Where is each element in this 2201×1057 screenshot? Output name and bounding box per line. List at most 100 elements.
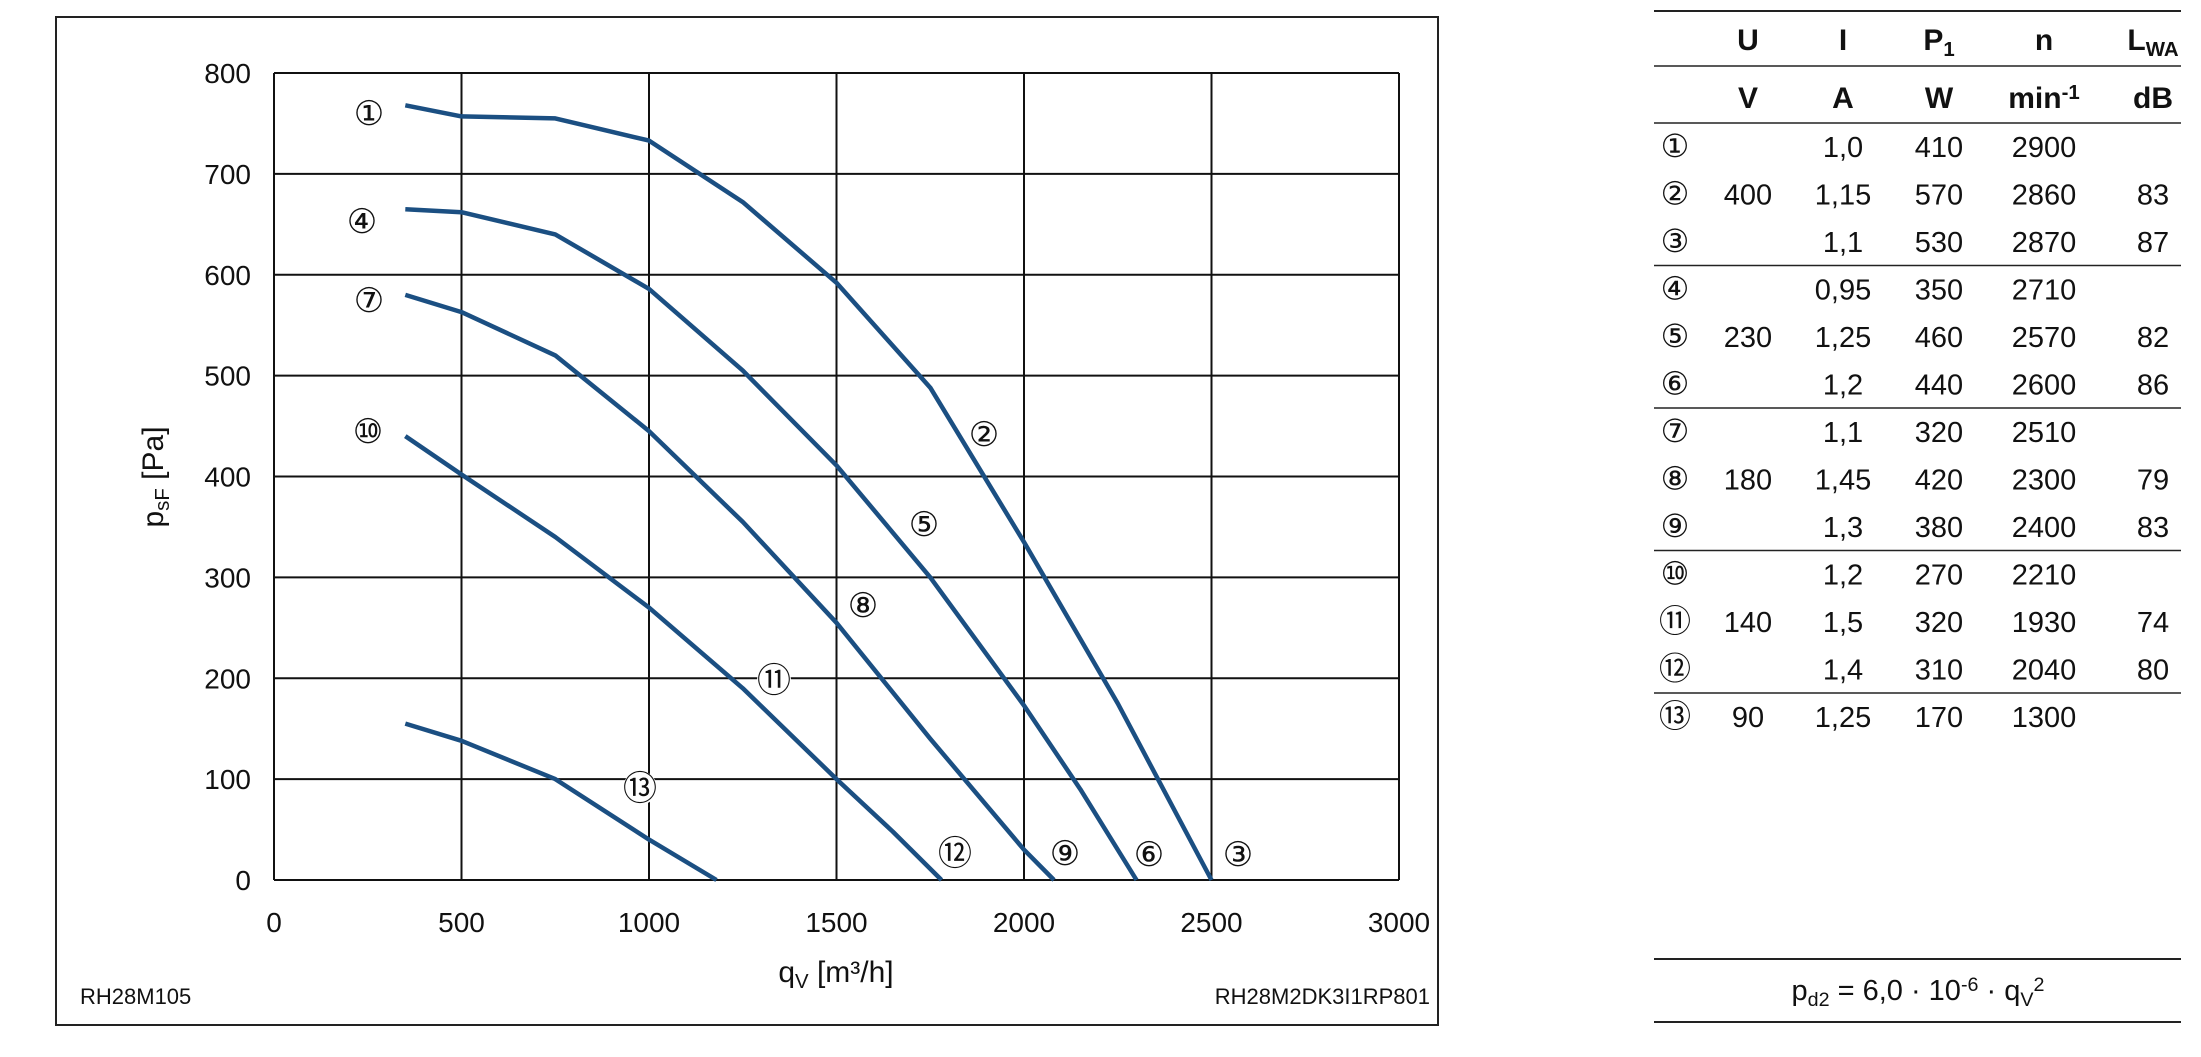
cell: 1,2 [1823, 369, 1863, 401]
cell: 1,3 [1823, 512, 1863, 544]
text-part: WA [2146, 39, 2179, 61]
curve [405, 206, 1139, 882]
text-part: dB [2133, 82, 2173, 115]
x-tick-label: 2000 [993, 907, 1055, 938]
text-part: -1 [2062, 82, 2080, 104]
cell: 380 [1915, 512, 1963, 544]
cell: 1,45 [1815, 464, 1871, 496]
cell: 2570 [2012, 322, 2077, 354]
cell: 1,25 [1815, 322, 1871, 354]
right-note: RH28M2DK3I1RP801 [1215, 984, 1430, 1009]
curve-label: ② [969, 415, 999, 455]
cell: 1,2 [1823, 559, 1863, 591]
text-part: -6 [1961, 974, 1979, 996]
cell: 2710 [2012, 274, 2077, 306]
cell: 74 [2137, 607, 2169, 639]
row-label: ⑫ [1659, 649, 1691, 687]
column-header: n [2035, 24, 2053, 57]
curve-label: ③ [1223, 835, 1253, 875]
y-tick-label: 0 [235, 865, 251, 896]
annotation-bg [352, 96, 386, 130]
text-part: p [137, 511, 170, 528]
curve-label: ① [354, 94, 384, 134]
cell: 1,25 [1815, 702, 1871, 734]
cell: 0,95 [1815, 274, 1871, 306]
text-part: W [1925, 82, 1954, 115]
x-tick-label: 1000 [618, 907, 680, 938]
curve-label: ⑥ [1134, 835, 1164, 875]
row-label: ⑦ [1661, 412, 1690, 450]
cell: 570 [1915, 179, 1963, 211]
x-tick-label: 0 [266, 907, 282, 938]
row-label: ⑪ [1659, 602, 1691, 640]
column-header: P1 [1923, 24, 1954, 61]
y-tick-label: 500 [204, 361, 251, 392]
annotation-bg [1132, 837, 1166, 871]
cell: 2600 [2012, 369, 2077, 401]
cell: 86 [2137, 369, 2169, 401]
x-tick-label: 3000 [1368, 907, 1430, 938]
curve-label: ⑩ [353, 412, 383, 452]
row-label: ⑨ [1661, 507, 1690, 545]
cell: 2870 [2012, 227, 2077, 259]
text-part: min [2008, 82, 2061, 115]
curve [404, 103, 1214, 882]
chart-frame [55, 16, 1439, 1026]
column-unit: A [1832, 82, 1854, 115]
curve-label: ⑪ [757, 661, 791, 701]
row-label: ④ [1661, 269, 1690, 307]
cell: 1,5 [1823, 607, 1863, 639]
text-part: n [2035, 24, 2053, 57]
curve-label: ⑧ [848, 586, 878, 626]
x-tick-label: 2500 [1180, 907, 1242, 938]
cell: 420 [1915, 464, 1963, 496]
x-tick-label: 500 [438, 907, 485, 938]
column-unit: W [1925, 82, 1954, 115]
column-unit: V [1738, 82, 1758, 115]
curve [404, 721, 718, 882]
cell-u: 400 [1724, 179, 1772, 211]
cell: 530 [1915, 227, 1963, 259]
curve-label: ④ [347, 202, 377, 242]
row-label: ⑩ [1661, 554, 1690, 592]
curve [404, 292, 1056, 882]
annotation-bg [846, 588, 880, 622]
cell: 460 [1915, 322, 1963, 354]
cell: 1,0 [1823, 132, 1863, 164]
row-label: ⑤ [1661, 317, 1690, 355]
annotation-bg [351, 414, 385, 448]
cell: 1,1 [1823, 417, 1863, 449]
cell: 320 [1915, 417, 1963, 449]
formula: pd2 = 6,0 · 10-6 · qV2 [1791, 974, 2044, 1011]
text-part: V [795, 971, 809, 993]
text-part: L [2127, 24, 2145, 57]
cell: 80 [2137, 654, 2169, 686]
cell: 83 [2137, 179, 2169, 211]
annotation-bg [352, 283, 386, 317]
cell: 2400 [2012, 512, 2077, 544]
curve [404, 434, 944, 882]
text-part: sF [152, 488, 174, 511]
cell-u: 90 [1732, 702, 1764, 734]
cell-u: 180 [1724, 464, 1772, 496]
cell: 350 [1915, 274, 1963, 306]
text-part: 1 [1943, 39, 1954, 61]
text-part: = 6,0 · 10 [1830, 975, 1961, 1007]
column-header: LWA [2127, 24, 2178, 61]
y-tick-label: 800 [204, 58, 251, 89]
cell: 1,15 [1815, 179, 1871, 211]
text-part: q [778, 956, 795, 989]
cell: 82 [2137, 322, 2169, 354]
cell: 87 [2137, 227, 2169, 259]
cell: 2210 [2012, 559, 2077, 591]
cell: 320 [1915, 607, 1963, 639]
x-axis-title: qV [m³/h] [778, 956, 893, 993]
annotation-bg [1221, 837, 1255, 871]
y-tick-label: 300 [204, 562, 251, 593]
row-label: ⑬ [1659, 697, 1691, 735]
annotation-bg [967, 417, 1001, 451]
cell: 2040 [2012, 654, 2077, 686]
cell: 1300 [2012, 702, 2077, 734]
cell: 79 [2137, 464, 2169, 496]
